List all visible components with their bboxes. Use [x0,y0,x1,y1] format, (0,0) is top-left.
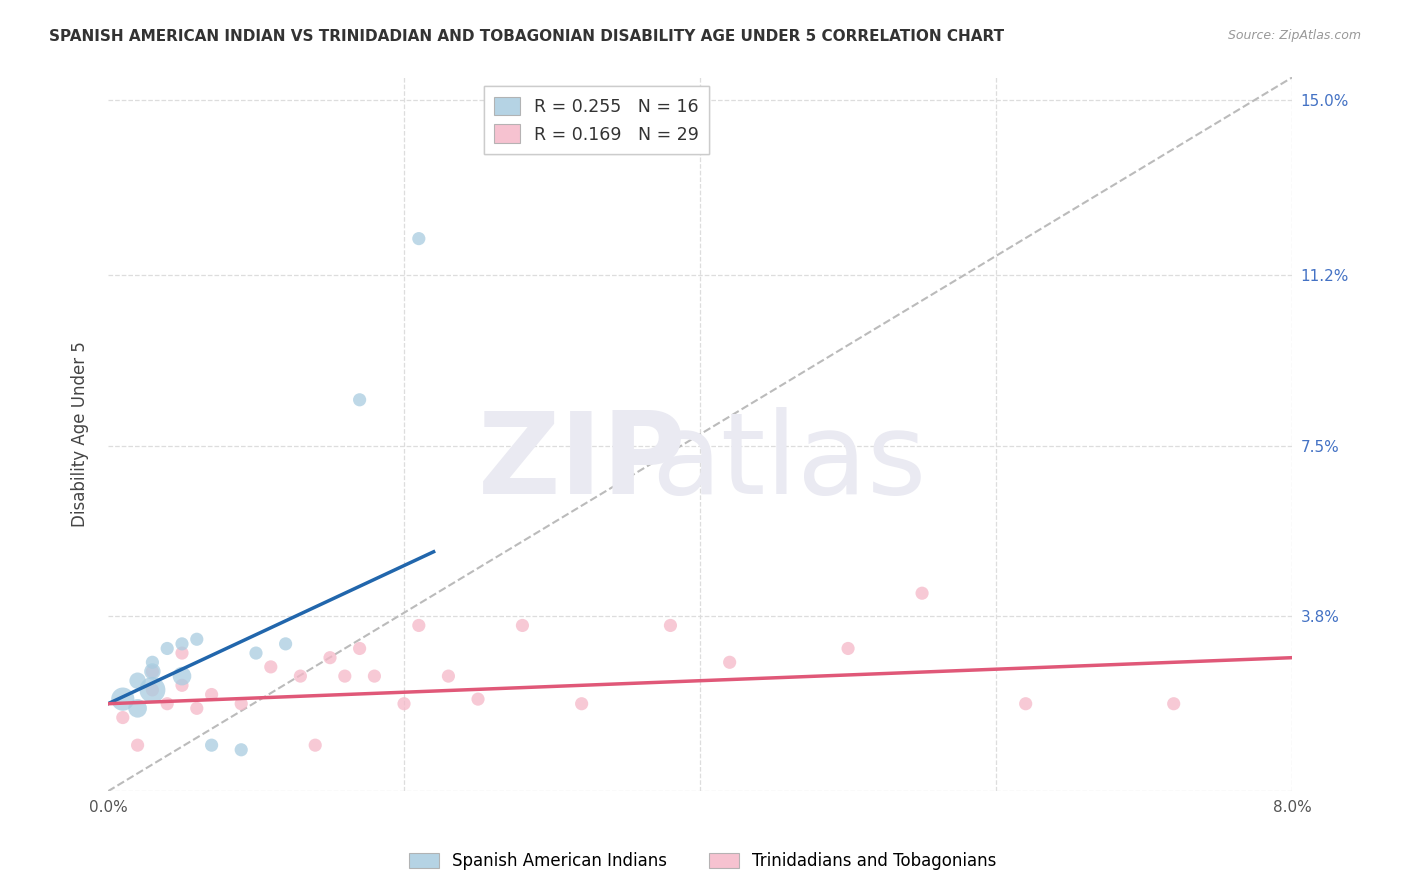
Point [200,738,222,752]
Point [245,646,267,660]
Point [290,669,312,683]
Point [349,392,371,407]
Point [141,682,163,697]
Point [231,743,253,757]
Point [911,586,934,600]
Point [571,697,593,711]
Point [319,650,342,665]
Point [408,232,430,246]
Point [186,632,208,647]
Point [274,637,297,651]
Text: atlas: atlas [651,408,927,518]
Point [170,669,193,683]
Point [231,697,253,711]
Point [170,637,193,651]
Point [718,655,741,669]
Point [333,669,356,683]
Point [349,641,371,656]
Point [111,710,134,724]
Point [111,692,134,706]
Point [837,641,859,656]
Point [408,618,430,632]
Point [392,697,415,711]
Point [200,688,222,702]
Text: ZIP: ZIP [478,408,686,518]
Point [170,646,193,660]
Point [363,669,385,683]
Legend: Spanish American Indians, Trinidadians and Tobagonians: Spanish American Indians, Trinidadians a… [402,846,1004,877]
Point [1015,697,1038,711]
Point [260,660,283,674]
Legend: R = 0.255   N = 16, R = 0.169   N = 29: R = 0.255 N = 16, R = 0.169 N = 29 [484,87,710,154]
Point [304,738,326,752]
Point [156,697,179,711]
Point [141,665,163,679]
Point [127,673,149,688]
Point [186,701,208,715]
Point [437,669,460,683]
Point [141,655,163,669]
Point [659,618,682,632]
Point [127,701,149,715]
Point [156,641,179,656]
Text: Source: ZipAtlas.com: Source: ZipAtlas.com [1227,29,1361,43]
Point [467,692,489,706]
Point [141,665,163,679]
Text: SPANISH AMERICAN INDIAN VS TRINIDADIAN AND TOBAGONIAN DISABILITY AGE UNDER 5 COR: SPANISH AMERICAN INDIAN VS TRINIDADIAN A… [49,29,1004,45]
Point [512,618,534,632]
Point [141,682,163,697]
Point [170,678,193,692]
Point [1163,697,1185,711]
Y-axis label: Disability Age Under 5: Disability Age Under 5 [72,342,89,527]
Point [127,738,149,752]
